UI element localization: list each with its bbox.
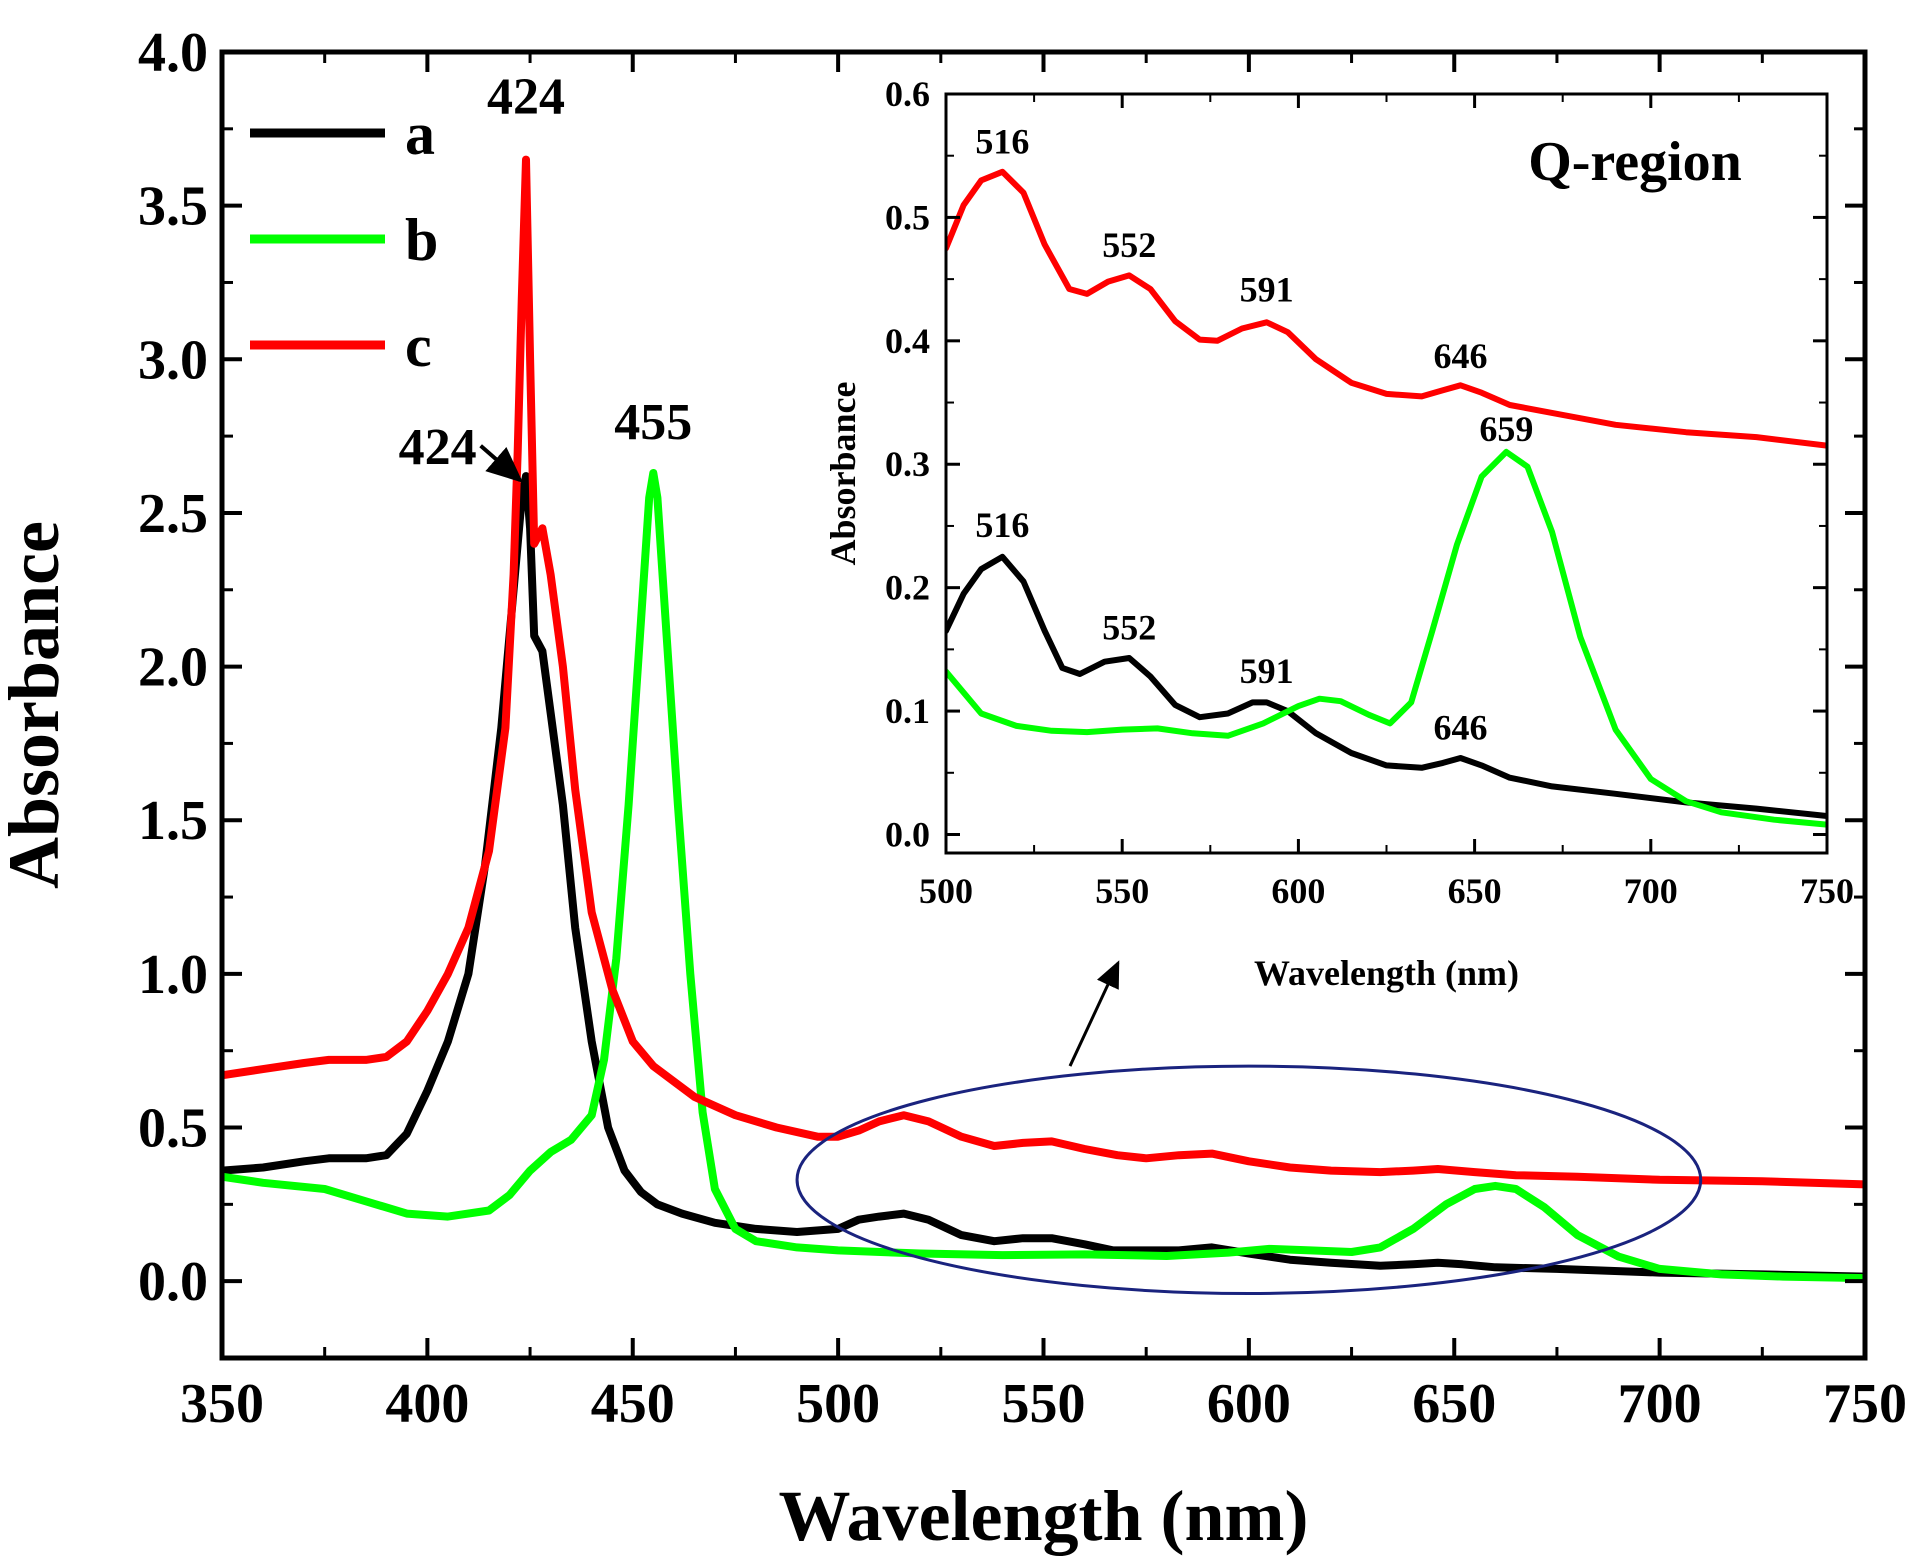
main-x-tick-label: 450 [591, 1373, 675, 1435]
main-x-tick-label: 500 [796, 1373, 880, 1435]
main-y-tick-label: 3.5 [138, 176, 208, 238]
main-x-tick-label: 750 [1823, 1373, 1907, 1435]
inset-background [946, 94, 1827, 853]
inset-peak-label-inset-c-516: 516 [975, 121, 1029, 161]
q-region-arrow [1068, 960, 1120, 1067]
inset-x-tick-label: 750 [1800, 871, 1854, 911]
main-y-tick-label: 2.0 [138, 637, 208, 699]
inset-peak-label-inset-a-591: 591 [1240, 651, 1294, 691]
main-y-tick-label: 1.5 [138, 790, 208, 852]
main-y-tick-label: 0.5 [138, 1098, 208, 1160]
legend-label-b: b [405, 207, 438, 273]
main-peak-label-peak-a-424: 424 [399, 419, 477, 476]
main-x-tick-label: 650 [1412, 1373, 1496, 1435]
legend-label-c: c [405, 313, 432, 379]
inset-y-axis-title: Absorbance [823, 381, 863, 565]
inset-chart: 500 550 600 650 700 750 0.0 0.1 0.2 0.3 0.4 0.5 0.6 W… [823, 74, 1854, 993]
inset-title: Q-region [1528, 131, 1742, 193]
inset-peak-label-inset-a-646: 646 [1434, 708, 1488, 748]
main-series-line-b [222, 469, 1865, 1283]
main-peak-label-peak-b-455: 455 [614, 394, 692, 451]
inset-x-tick-label: 500 [919, 871, 973, 911]
inset-peak-label-inset-c-552: 552 [1102, 225, 1156, 265]
inset-y-tick-label: 0.5 [885, 197, 930, 237]
inset-y-tick-label: 0.2 [885, 568, 930, 608]
legend-label-a: a [405, 101, 435, 167]
main-series-line-c [222, 155, 1865, 1189]
main-legend: abc [250, 101, 438, 379]
main-y-tick-label: 0.0 [138, 1251, 208, 1313]
main-x-tick-label: 550 [1002, 1373, 1086, 1435]
main-peak-arrow-peak-a-424 [479, 444, 523, 483]
inset-series-line-b [946, 448, 1827, 828]
inset-peak-label-inset-c-591: 591 [1240, 270, 1294, 310]
main-series-group [222, 155, 1865, 1283]
main-x-tick-label: 600 [1207, 1373, 1291, 1435]
inset-y-tick-label: 0.6 [885, 74, 930, 114]
main-y-tick-label: 1.0 [138, 944, 208, 1006]
inset-x-tick-label: 600 [1271, 871, 1325, 911]
main-y-tick-label: 2.5 [138, 483, 208, 545]
main-y-axis-title: Absorbance [0, 521, 74, 889]
inset-x-tick-label: 650 [1448, 871, 1502, 911]
inset-x-axis-title: Wavelength (nm) [1254, 953, 1519, 993]
inset-peak-label-inset-b-659: 659 [1479, 409, 1533, 449]
main-x-axis-title: Wavelength (nm) [779, 1476, 1309, 1556]
inset-series-group [946, 168, 1827, 828]
main-x-tick-label: 400 [385, 1373, 469, 1435]
main-peak-label-peak-c-424: 424 [487, 68, 565, 125]
main-x-tick-label: 700 [1618, 1373, 1702, 1435]
inset-peak-label-inset-a-516: 516 [975, 505, 1029, 545]
inset-series-line-a [946, 553, 1827, 819]
main-chart: 350 400 450 500 550 600 650 700 750 0.0 0.5 1.0 1.5 2… [0, 22, 1907, 1556]
inset-x-tick-label: 550 [1095, 871, 1149, 911]
main-y-tick-label: 4.0 [138, 22, 208, 84]
inset-y-tick-label: 0.3 [885, 444, 930, 484]
q-region-highlight-ellipse [795, 1064, 1703, 1295]
inset-peak-label-inset-c-646: 646 [1434, 336, 1488, 376]
inset-y-tick-label: 0.1 [885, 691, 930, 731]
inset-y-tick-label: 0.0 [885, 814, 930, 854]
inset-x-tick-label: 700 [1624, 871, 1678, 911]
main-x-tick-label: 350 [180, 1373, 264, 1435]
inset-y-tick-label: 0.4 [885, 321, 930, 361]
inset-series-line-c [946, 168, 1827, 449]
main-y-tick-label: 3.0 [138, 329, 208, 391]
inset-peak-label-inset-a-552: 552 [1102, 608, 1156, 648]
